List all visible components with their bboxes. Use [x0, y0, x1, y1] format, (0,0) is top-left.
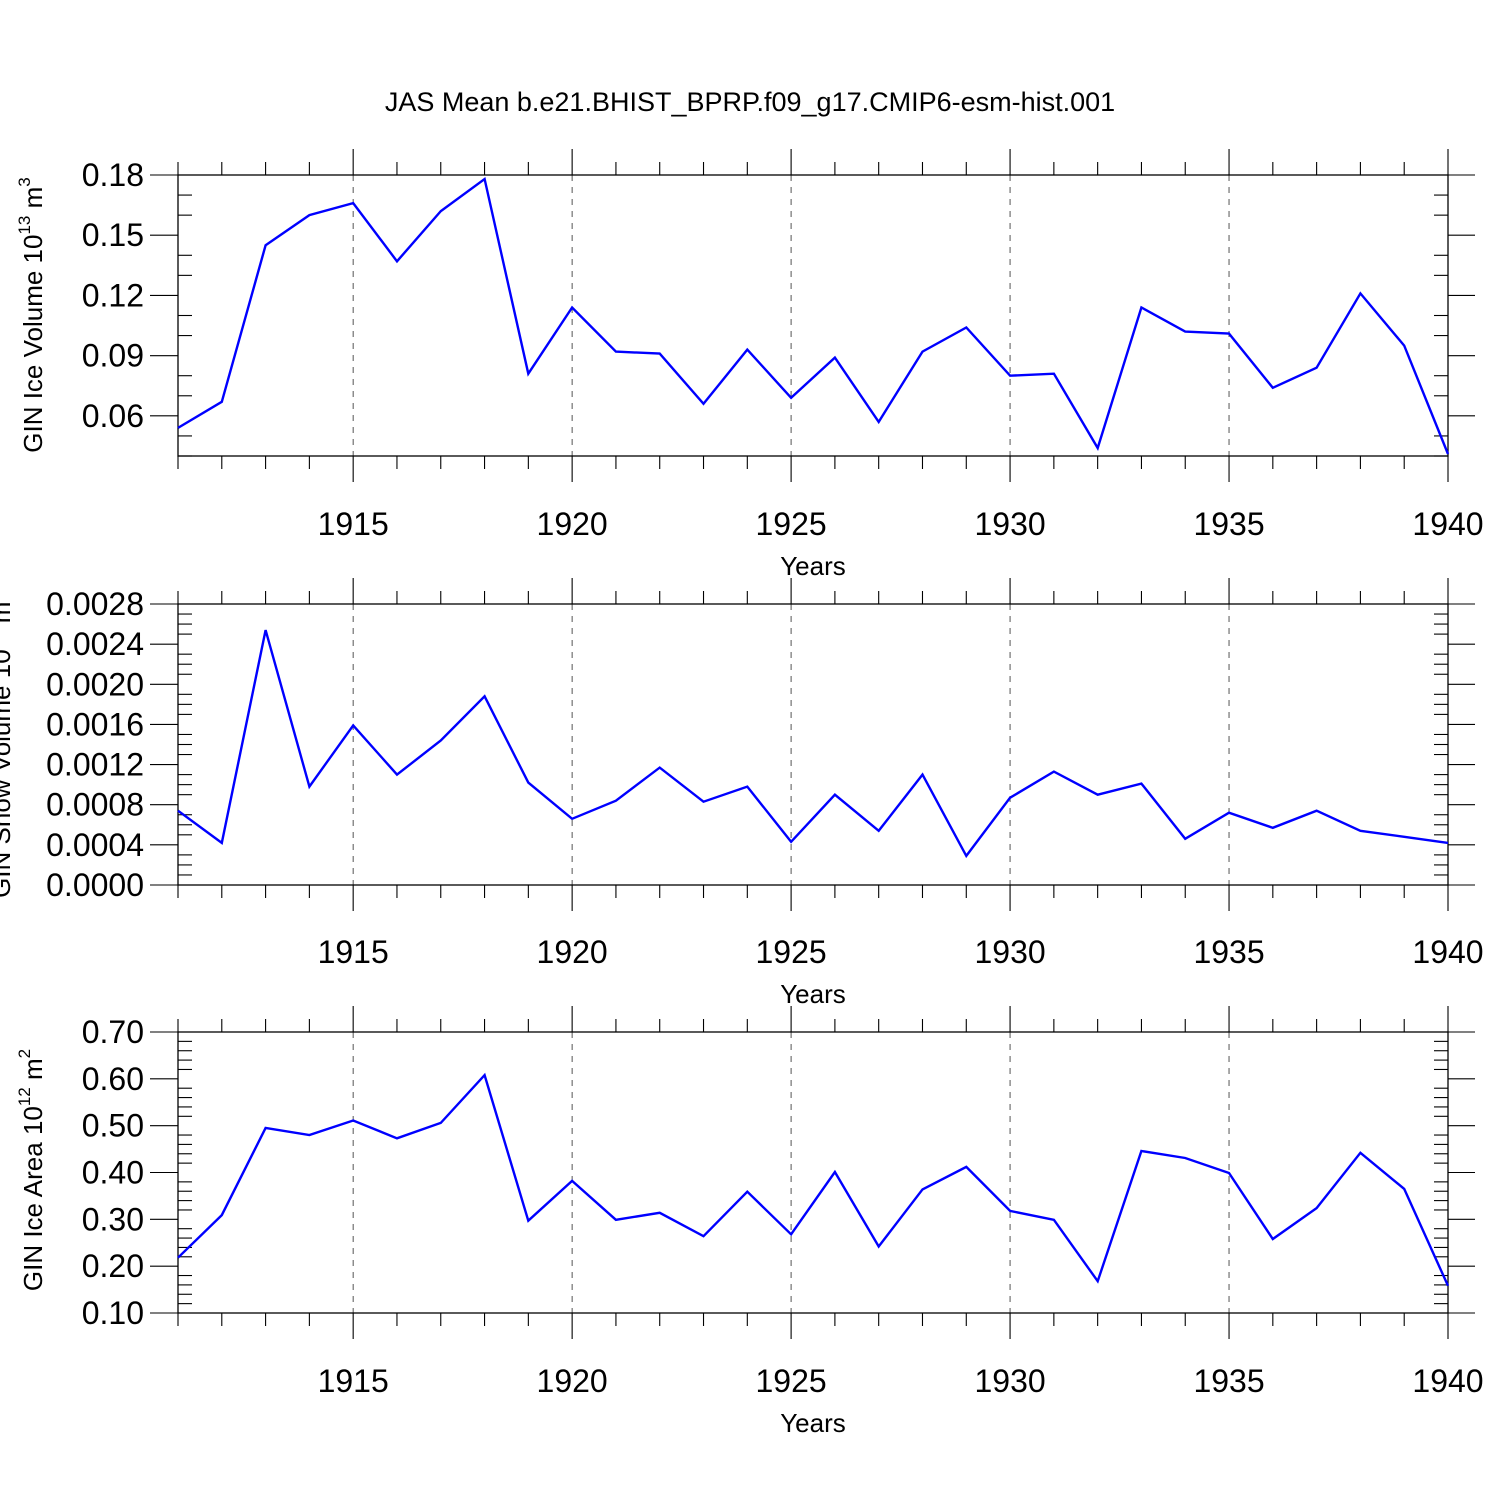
ylabel-ice-area: GIN Ice Area 1012 m2 [15, 1049, 48, 1291]
x-tick-label: 1940 [1412, 1363, 1483, 1399]
series-line [177, 629, 1449, 859]
y-tick-label: 0.0028 [46, 586, 144, 622]
y-tick-label: 0.06 [82, 398, 144, 434]
y-tick-label: 0.15 [82, 217, 144, 253]
x-tick-label: 1920 [537, 506, 608, 542]
y-tick-label: 0.30 [82, 1201, 144, 1237]
x-tick-label: 1925 [756, 1363, 827, 1399]
y-tick-label: 0.0020 [46, 666, 144, 702]
x-tick-label: 1940 [1412, 506, 1483, 542]
y-tick-label: 0.20 [82, 1248, 144, 1284]
y-tick-label: 0.70 [82, 1014, 144, 1050]
y-tick-label: 0.40 [82, 1155, 144, 1191]
x-tick-label: 1925 [756, 934, 827, 970]
x-tick-label: 1930 [974, 506, 1045, 542]
y-tick-label: 0.0004 [46, 827, 144, 863]
x-tick-label: 1935 [1193, 506, 1264, 542]
ylabel-ice-volume: GIN Ice Volume 1013 m3 [15, 177, 48, 453]
xlabel-ice-volume: Years [780, 551, 846, 581]
xlabel-ice-area: Years [780, 1408, 846, 1438]
y-tick-label: 0.12 [82, 277, 144, 313]
x-tick-label: 1930 [974, 1363, 1045, 1399]
x-tick-label: 1915 [318, 1363, 389, 1399]
x-tick-label: 1920 [537, 1363, 608, 1399]
y-tick-label: 0.09 [82, 338, 144, 374]
plot-frame [177, 603, 1449, 886]
x-tick-label: 1940 [1412, 934, 1483, 970]
ylabel-snow-volume: GIN Snow Volume 1013 m3 [0, 592, 16, 898]
x-tick-label: 1935 [1193, 1363, 1264, 1399]
y-tick-label: 0.0016 [46, 706, 144, 742]
panel-ice-area: GIN Ice Area 1012 m2 Years 0.10 0.20 0.30 0… [15, 1006, 1484, 1438]
y-tick-label: 0.0000 [46, 867, 144, 903]
series-line [177, 1072, 1450, 1287]
x-tick-label: 1915 [318, 506, 389, 542]
xlabel-snow-volume: Years [780, 979, 846, 1009]
y-tick-label: 0.10 [82, 1295, 144, 1331]
y-tick-label: 0.0008 [46, 787, 144, 823]
y-tick-label: 0.0024 [46, 626, 144, 662]
y-tick-label: 0.0012 [46, 747, 144, 783]
x-tick-label: 1920 [537, 934, 608, 970]
series-line [177, 176, 1450, 455]
y-tick-label: 0.18 [82, 157, 144, 193]
x-tick-label: 1930 [974, 934, 1045, 970]
plot-frame [177, 174, 1449, 457]
y-tick-label: 0.60 [82, 1061, 144, 1097]
x-tick-label: 1935 [1193, 934, 1264, 970]
panel-ice-volume: GIN Ice Volume 1013 m3 Years 0.06 0.09 0.1… [15, 149, 1484, 581]
x-tick-label: 1925 [756, 506, 827, 542]
y-tick-label: 0.50 [82, 1108, 144, 1144]
figure-title: JAS Mean b.e21.BHIST_BPRP.f09_g17.CMIP6-… [385, 87, 1115, 117]
plot-frame [177, 1031, 1449, 1314]
panel-snow-volume: GIN Snow Volume 1013 m3 Years 0.0000 0.00… [0, 578, 1484, 1009]
x-tick-label: 1915 [318, 934, 389, 970]
